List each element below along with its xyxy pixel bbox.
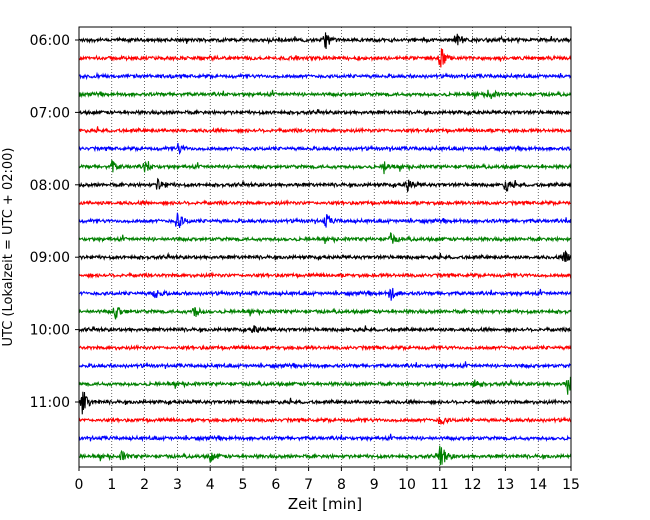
- trace-0915: [78, 271, 572, 280]
- traces: [78, 32, 572, 466]
- y-tick-label: 10:00: [30, 323, 70, 339]
- trace-1130: [78, 433, 572, 443]
- x-tick-label: 2: [140, 477, 149, 493]
- x-tick-label: 6: [271, 477, 280, 493]
- y-tick-label: 09:00: [30, 250, 70, 266]
- trace-1015: [78, 343, 572, 352]
- y-tick-label: 08:00: [30, 178, 70, 194]
- trace-0630: [78, 71, 572, 81]
- x-axis-ticks: 0 1 2 3 4 5 6 7 8 9 10 11 12 13 14 15: [75, 467, 580, 493]
- y-tick-label: 07:00: [30, 105, 70, 121]
- x-tick-label: 0: [75, 477, 84, 493]
- x-tick-label: 13: [496, 477, 514, 493]
- trace-0900: [78, 250, 572, 262]
- trace-1100: [78, 391, 572, 415]
- trace-1115: [78, 416, 572, 426]
- x-axis-label: Zeit [min]: [288, 495, 362, 513]
- trace-0715: [78, 126, 572, 135]
- y-tick-label: 11:00: [30, 395, 70, 411]
- trace-0945: [78, 306, 572, 320]
- trace-1000: [78, 325, 572, 334]
- x-tick-label: 1: [107, 477, 116, 493]
- trace-0845: [78, 232, 572, 245]
- x-tick-label: 3: [173, 477, 182, 493]
- trace-0930: [78, 287, 572, 301]
- x-tick-label: 9: [370, 477, 379, 493]
- trace-0615: [78, 48, 572, 68]
- trace-0645: [78, 89, 572, 100]
- y-tick-label: 06:00: [30, 33, 70, 49]
- grid: [111, 27, 539, 467]
- trace-1045: [78, 376, 572, 395]
- x-tick-label: 14: [529, 477, 547, 493]
- trace-0815: [78, 199, 572, 207]
- y-axis-ticks: 06:00 07:00 08:00 09:00 10:00 11:00: [30, 33, 79, 411]
- x-tick-label: 10: [398, 477, 416, 493]
- trace-0830: [78, 212, 572, 229]
- trace-0730: [78, 142, 572, 155]
- x-tick-label: 8: [337, 477, 346, 493]
- x-tick-label: 11: [431, 477, 449, 493]
- trace-0800: [78, 177, 572, 193]
- x-tick-label: 5: [239, 477, 248, 493]
- trace-0745: [78, 159, 572, 175]
- trace-1145: [78, 445, 572, 466]
- x-tick-label: 7: [304, 477, 313, 493]
- plot-frame: [78, 26, 572, 468]
- x-tick-label: 15: [562, 477, 580, 493]
- trace-0700: [78, 108, 572, 117]
- trace-0600: [78, 32, 572, 49]
- x-tick-label: 4: [206, 477, 215, 493]
- x-tick-label: 12: [464, 477, 482, 493]
- y-axis-label: UTC (Lokalzeit = UTC + 02:00): [1, 148, 16, 347]
- trace-1030: [78, 361, 572, 370]
